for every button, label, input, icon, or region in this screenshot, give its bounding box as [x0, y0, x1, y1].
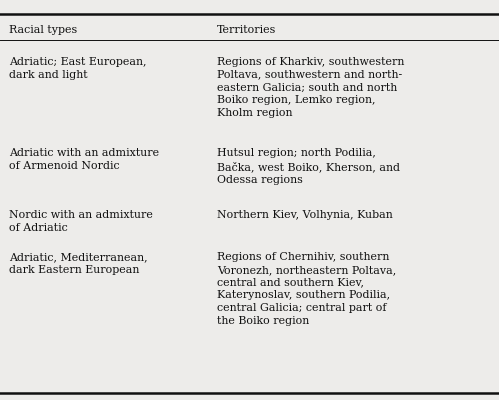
- Text: Regions of Kharkiv, southwestern
Poltava, southwestern and north-
eastern Galici: Regions of Kharkiv, southwestern Poltava…: [217, 57, 405, 118]
- Text: Regions of Chernihiv, southern
Voronezh, northeastern Poltava,
central and south: Regions of Chernihiv, southern Voronezh,…: [217, 252, 396, 326]
- Text: Territories: Territories: [217, 25, 276, 35]
- Text: Adriatic, Mediterranean,
dark Eastern European: Adriatic, Mediterranean, dark Eastern Eu…: [9, 252, 148, 275]
- Text: Nordic with an admixture
of Adriatic: Nordic with an admixture of Adriatic: [9, 210, 153, 233]
- Text: Northern Kiev, Volhynia, Kuban: Northern Kiev, Volhynia, Kuban: [217, 210, 393, 220]
- Text: Racial types: Racial types: [9, 25, 77, 35]
- Text: Adriatic with an admixture
of Armenoid Nordic: Adriatic with an admixture of Armenoid N…: [9, 148, 159, 171]
- Text: Adriatic; East European,
dark and light: Adriatic; East European, dark and light: [9, 57, 147, 80]
- Text: Hutsul region; north Podilia,
Bačka, west Boiko, Kherson, and
Odessa regions: Hutsul region; north Podilia, Bačka, wes…: [217, 148, 400, 185]
